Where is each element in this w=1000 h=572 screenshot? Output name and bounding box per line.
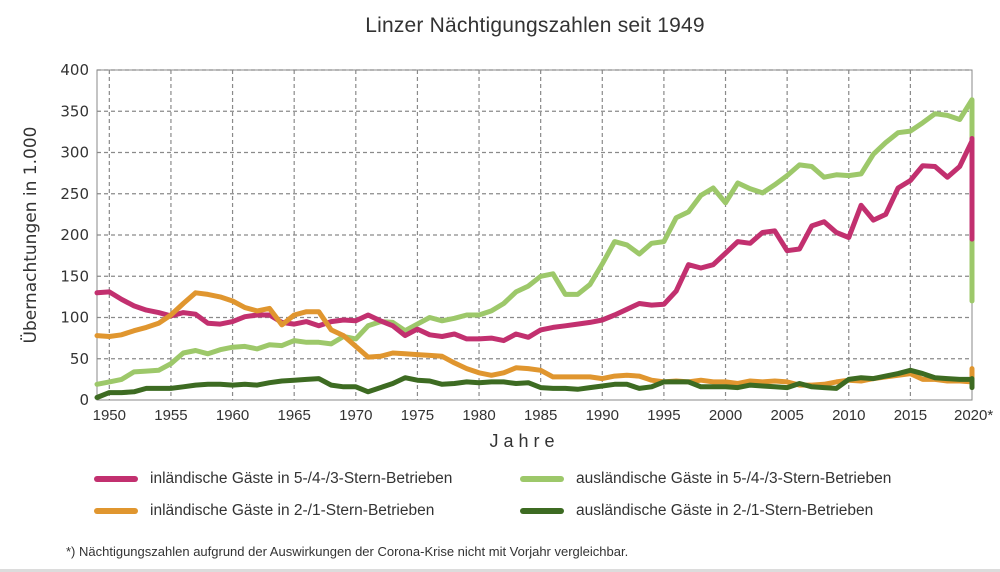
y-tick-label: 400 bbox=[60, 61, 89, 79]
series-layer bbox=[94, 97, 975, 400]
y-tick-label: 50 bbox=[70, 350, 89, 368]
y-tick-label: 350 bbox=[60, 102, 89, 120]
x-tick-label: 1950 bbox=[93, 407, 126, 424]
legend-label: ausländische Gäste in 5-/4-/3-Stern-Betr… bbox=[576, 470, 892, 487]
legend-swatch bbox=[94, 508, 138, 514]
legend-label: inländische Gäste in 5-/4-/3-Stern-Betri… bbox=[150, 470, 453, 487]
legend-label: inländische Gäste in 2-/1-Stern-Betriebe… bbox=[150, 502, 435, 519]
y-tick-label: 250 bbox=[60, 185, 89, 203]
x-tick-label: 2000 bbox=[709, 407, 742, 424]
x-tick-label: 2015 bbox=[894, 407, 927, 424]
x-tick-label: 2005 bbox=[770, 407, 803, 424]
y-tick-label: 150 bbox=[60, 267, 89, 285]
x-tick-label: 2020* bbox=[954, 407, 993, 424]
x-tick-label: 1995 bbox=[647, 407, 680, 424]
y-axis-ticks: 0 50 100 150 200 250 300 350 400 bbox=[60, 61, 89, 409]
legend-swatch bbox=[94, 476, 138, 482]
bottom-divider bbox=[0, 569, 1000, 572]
footnote: *) Nächtigungszahlen aufgrund der Auswir… bbox=[66, 544, 629, 559]
x-tick-label: 1955 bbox=[154, 407, 187, 424]
x-tick-label: 1980 bbox=[462, 407, 495, 424]
x-tick-label: 1985 bbox=[524, 407, 557, 424]
legend-swatch bbox=[520, 476, 564, 482]
series-line bbox=[94, 97, 975, 387]
x-tick-label: 1960 bbox=[216, 407, 249, 424]
y-tick-label: 100 bbox=[60, 309, 89, 327]
grid bbox=[97, 69, 972, 400]
legend-item: inländische Gäste in 2-/1-Stern-Betriebe… bbox=[94, 502, 434, 520]
x-tick-label: 1990 bbox=[586, 407, 619, 424]
series-line bbox=[94, 290, 975, 388]
legend-item: ausländische Gäste in 2-/1-Stern-Betrieb… bbox=[520, 502, 873, 520]
legend-item: ausländische Gäste in 5-/4-/3-Stern-Betr… bbox=[520, 470, 891, 488]
y-tick-label: 300 bbox=[60, 144, 89, 162]
y-tick-label: 0 bbox=[79, 391, 89, 409]
chart-title: Linzer Nächtigungszahlen seit 1949 bbox=[365, 14, 705, 37]
line-chart: 0 50 100 150 200 250 300 350 400 1950 1955 1960 196… bbox=[19, 61, 994, 451]
legend-label: ausländische Gäste in 2-/1-Stern-Betrieb… bbox=[576, 502, 874, 519]
x-tick-label: 1975 bbox=[401, 407, 434, 424]
y-tick-label: 200 bbox=[60, 226, 89, 244]
series-line bbox=[94, 367, 975, 400]
x-axis-ticks: 1950 1955 1960 1965 1970 1975 1980 1985 1990 1995… bbox=[93, 407, 994, 424]
x-tick-label: 1970 bbox=[339, 407, 372, 424]
legend-item: inländische Gäste in 5-/4-/3-Stern-Betri… bbox=[94, 470, 452, 488]
x-tick-label: 2010 bbox=[832, 407, 865, 424]
y-axis-title: Übernachtungen in 1.000 bbox=[19, 127, 41, 344]
x-axis-title: Jahre bbox=[489, 431, 559, 451]
x-tick-label: 1965 bbox=[277, 407, 310, 424]
series-line bbox=[94, 136, 975, 344]
legend-swatch bbox=[520, 508, 564, 514]
